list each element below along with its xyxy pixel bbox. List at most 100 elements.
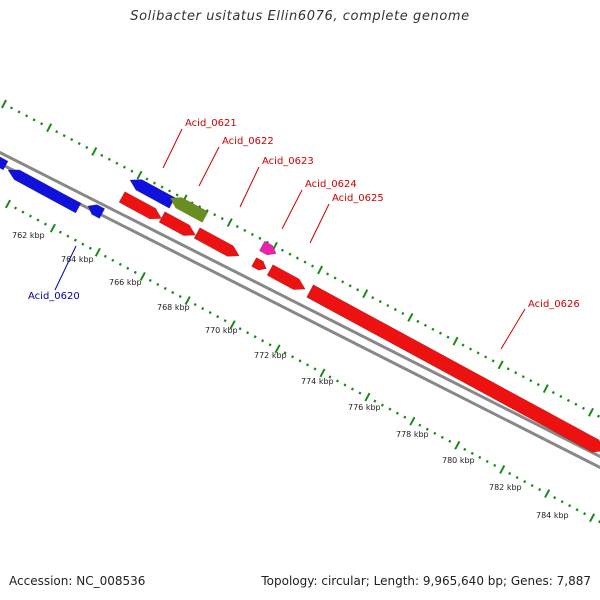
tick-dots-upper xyxy=(1,99,600,418)
minor-tick xyxy=(17,110,21,114)
minor-tick xyxy=(21,210,25,214)
major-tick xyxy=(49,223,56,233)
gene-arrow xyxy=(169,197,209,223)
minor-tick xyxy=(280,248,284,252)
minor-tick xyxy=(583,512,587,516)
minor-tick xyxy=(28,214,33,218)
genome-summary-text: Topology: circular; Length: 9,965,640 bp… xyxy=(261,574,591,588)
minor-tick xyxy=(380,403,384,407)
minor-tick xyxy=(350,387,354,391)
minor-tick xyxy=(291,355,295,359)
minor-tick xyxy=(461,343,465,347)
minor-tick xyxy=(13,206,18,210)
minor-tick xyxy=(115,161,119,165)
label-leader-line xyxy=(162,128,183,169)
label-leader-line xyxy=(198,146,220,187)
scale-label: 772 kbp xyxy=(254,351,287,360)
scale-label: 774 kbp xyxy=(301,377,334,386)
minor-tick xyxy=(476,351,480,355)
minor-tick xyxy=(261,339,265,343)
minor-tick xyxy=(126,266,130,270)
major-tick xyxy=(317,265,324,275)
minor-tick xyxy=(358,391,362,395)
minor-tick xyxy=(536,383,540,387)
minor-tick xyxy=(373,399,377,403)
gene-label: Acid_0626 xyxy=(528,299,580,310)
minor-tick xyxy=(163,286,167,291)
minor-tick xyxy=(448,439,452,443)
minor-tick xyxy=(523,479,527,484)
scale-label: 784 kbp xyxy=(536,511,569,520)
scale-label: 776 kbp xyxy=(348,403,381,412)
minor-tick xyxy=(356,288,360,292)
minor-tick xyxy=(386,303,390,308)
minor-tick xyxy=(463,447,467,451)
major-tick xyxy=(452,336,459,346)
scale-label: 770 kbp xyxy=(205,326,238,335)
minor-tick xyxy=(193,302,197,307)
gene-arrow xyxy=(7,169,82,214)
minor-tick xyxy=(393,307,397,312)
gene-arrow xyxy=(87,204,106,219)
minor-tick xyxy=(596,414,600,418)
minor-tick xyxy=(333,276,337,280)
label-leader-line xyxy=(281,189,303,230)
minor-tick xyxy=(438,331,443,335)
major-tick xyxy=(497,360,504,370)
minor-tick xyxy=(111,258,115,262)
label-leader-line xyxy=(54,245,77,291)
minor-tick xyxy=(145,177,149,181)
minor-tick xyxy=(560,500,564,504)
minor-tick xyxy=(25,114,29,118)
scale-label: 778 kbp xyxy=(396,430,429,439)
major-tick xyxy=(364,392,371,402)
minor-tick xyxy=(491,359,495,363)
minor-tick xyxy=(348,284,352,288)
minor-tick xyxy=(43,222,47,226)
minor-tick xyxy=(326,272,330,276)
major-tick xyxy=(91,146,98,156)
gene-arrow xyxy=(129,179,176,209)
minor-tick xyxy=(36,218,40,222)
minor-tick xyxy=(418,423,422,427)
gene-arrow xyxy=(0,156,9,171)
minor-tick xyxy=(371,296,375,300)
minor-tick xyxy=(122,165,126,169)
minor-tick xyxy=(395,411,399,415)
scale-label: 764 kbp xyxy=(61,255,94,264)
gene-labels: Acid_0620 Acid_0621 Acid_0622 Acid_0623 Acid… xyxy=(28,118,580,350)
minor-tick xyxy=(216,315,220,319)
minor-tick xyxy=(238,327,242,331)
gene-arrow xyxy=(193,227,240,257)
minor-tick xyxy=(152,181,157,185)
minor-tick xyxy=(160,185,164,189)
minor-tick xyxy=(100,153,104,157)
minor-tick xyxy=(313,367,317,371)
major-tick xyxy=(274,344,281,354)
minor-tick xyxy=(470,451,474,455)
gene-features xyxy=(0,156,600,453)
minor-tick xyxy=(171,290,175,295)
minor-tick xyxy=(538,488,542,492)
minor-tick xyxy=(88,246,92,250)
genome-backbone xyxy=(0,150,600,470)
minor-tick xyxy=(148,278,152,283)
minor-tick xyxy=(66,234,70,238)
minor-tick xyxy=(559,394,563,399)
major-tick xyxy=(136,170,143,180)
major-tick xyxy=(46,123,53,133)
minor-tick xyxy=(335,379,340,383)
label-leader-line xyxy=(309,203,330,244)
minor-tick xyxy=(243,228,247,233)
minor-tick xyxy=(81,242,85,246)
minor-tick xyxy=(253,335,257,339)
minor-tick xyxy=(328,375,332,379)
minor-tick xyxy=(250,232,254,236)
minor-tick xyxy=(478,455,482,459)
major-tick xyxy=(4,199,12,209)
minor-tick xyxy=(107,157,111,161)
minor-tick xyxy=(258,236,262,240)
minor-tick xyxy=(529,379,533,383)
gene-arrow xyxy=(306,284,600,453)
